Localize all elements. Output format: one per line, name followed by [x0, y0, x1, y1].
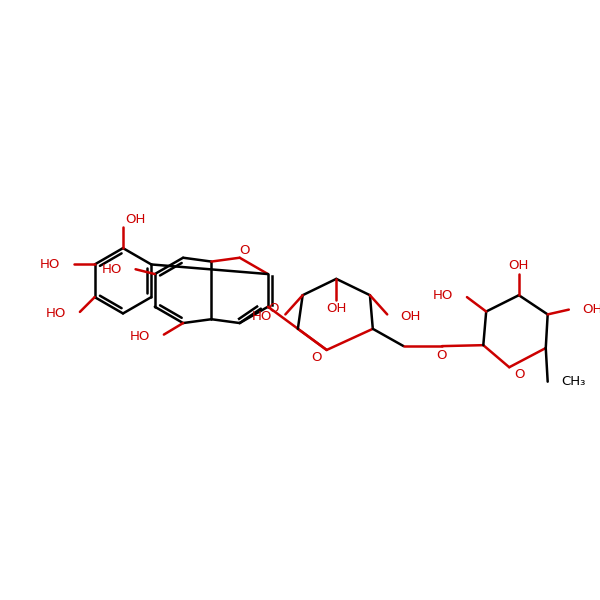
Text: O: O: [239, 244, 250, 257]
Text: O: O: [514, 368, 524, 382]
Text: OH: OH: [582, 303, 600, 316]
Text: O: O: [269, 302, 279, 315]
Text: HO: HO: [251, 310, 272, 323]
Text: O: O: [311, 351, 322, 364]
Text: OH: OH: [509, 259, 529, 272]
Text: CH₃: CH₃: [561, 375, 586, 388]
Text: OH: OH: [401, 310, 421, 323]
Text: HO: HO: [433, 289, 454, 302]
Text: HO: HO: [102, 263, 122, 276]
Text: HO: HO: [130, 330, 151, 343]
Text: OH: OH: [125, 213, 145, 226]
Text: O: O: [437, 349, 447, 362]
Text: OH: OH: [326, 302, 346, 315]
Text: HO: HO: [40, 258, 60, 271]
Text: HO: HO: [46, 307, 67, 320]
